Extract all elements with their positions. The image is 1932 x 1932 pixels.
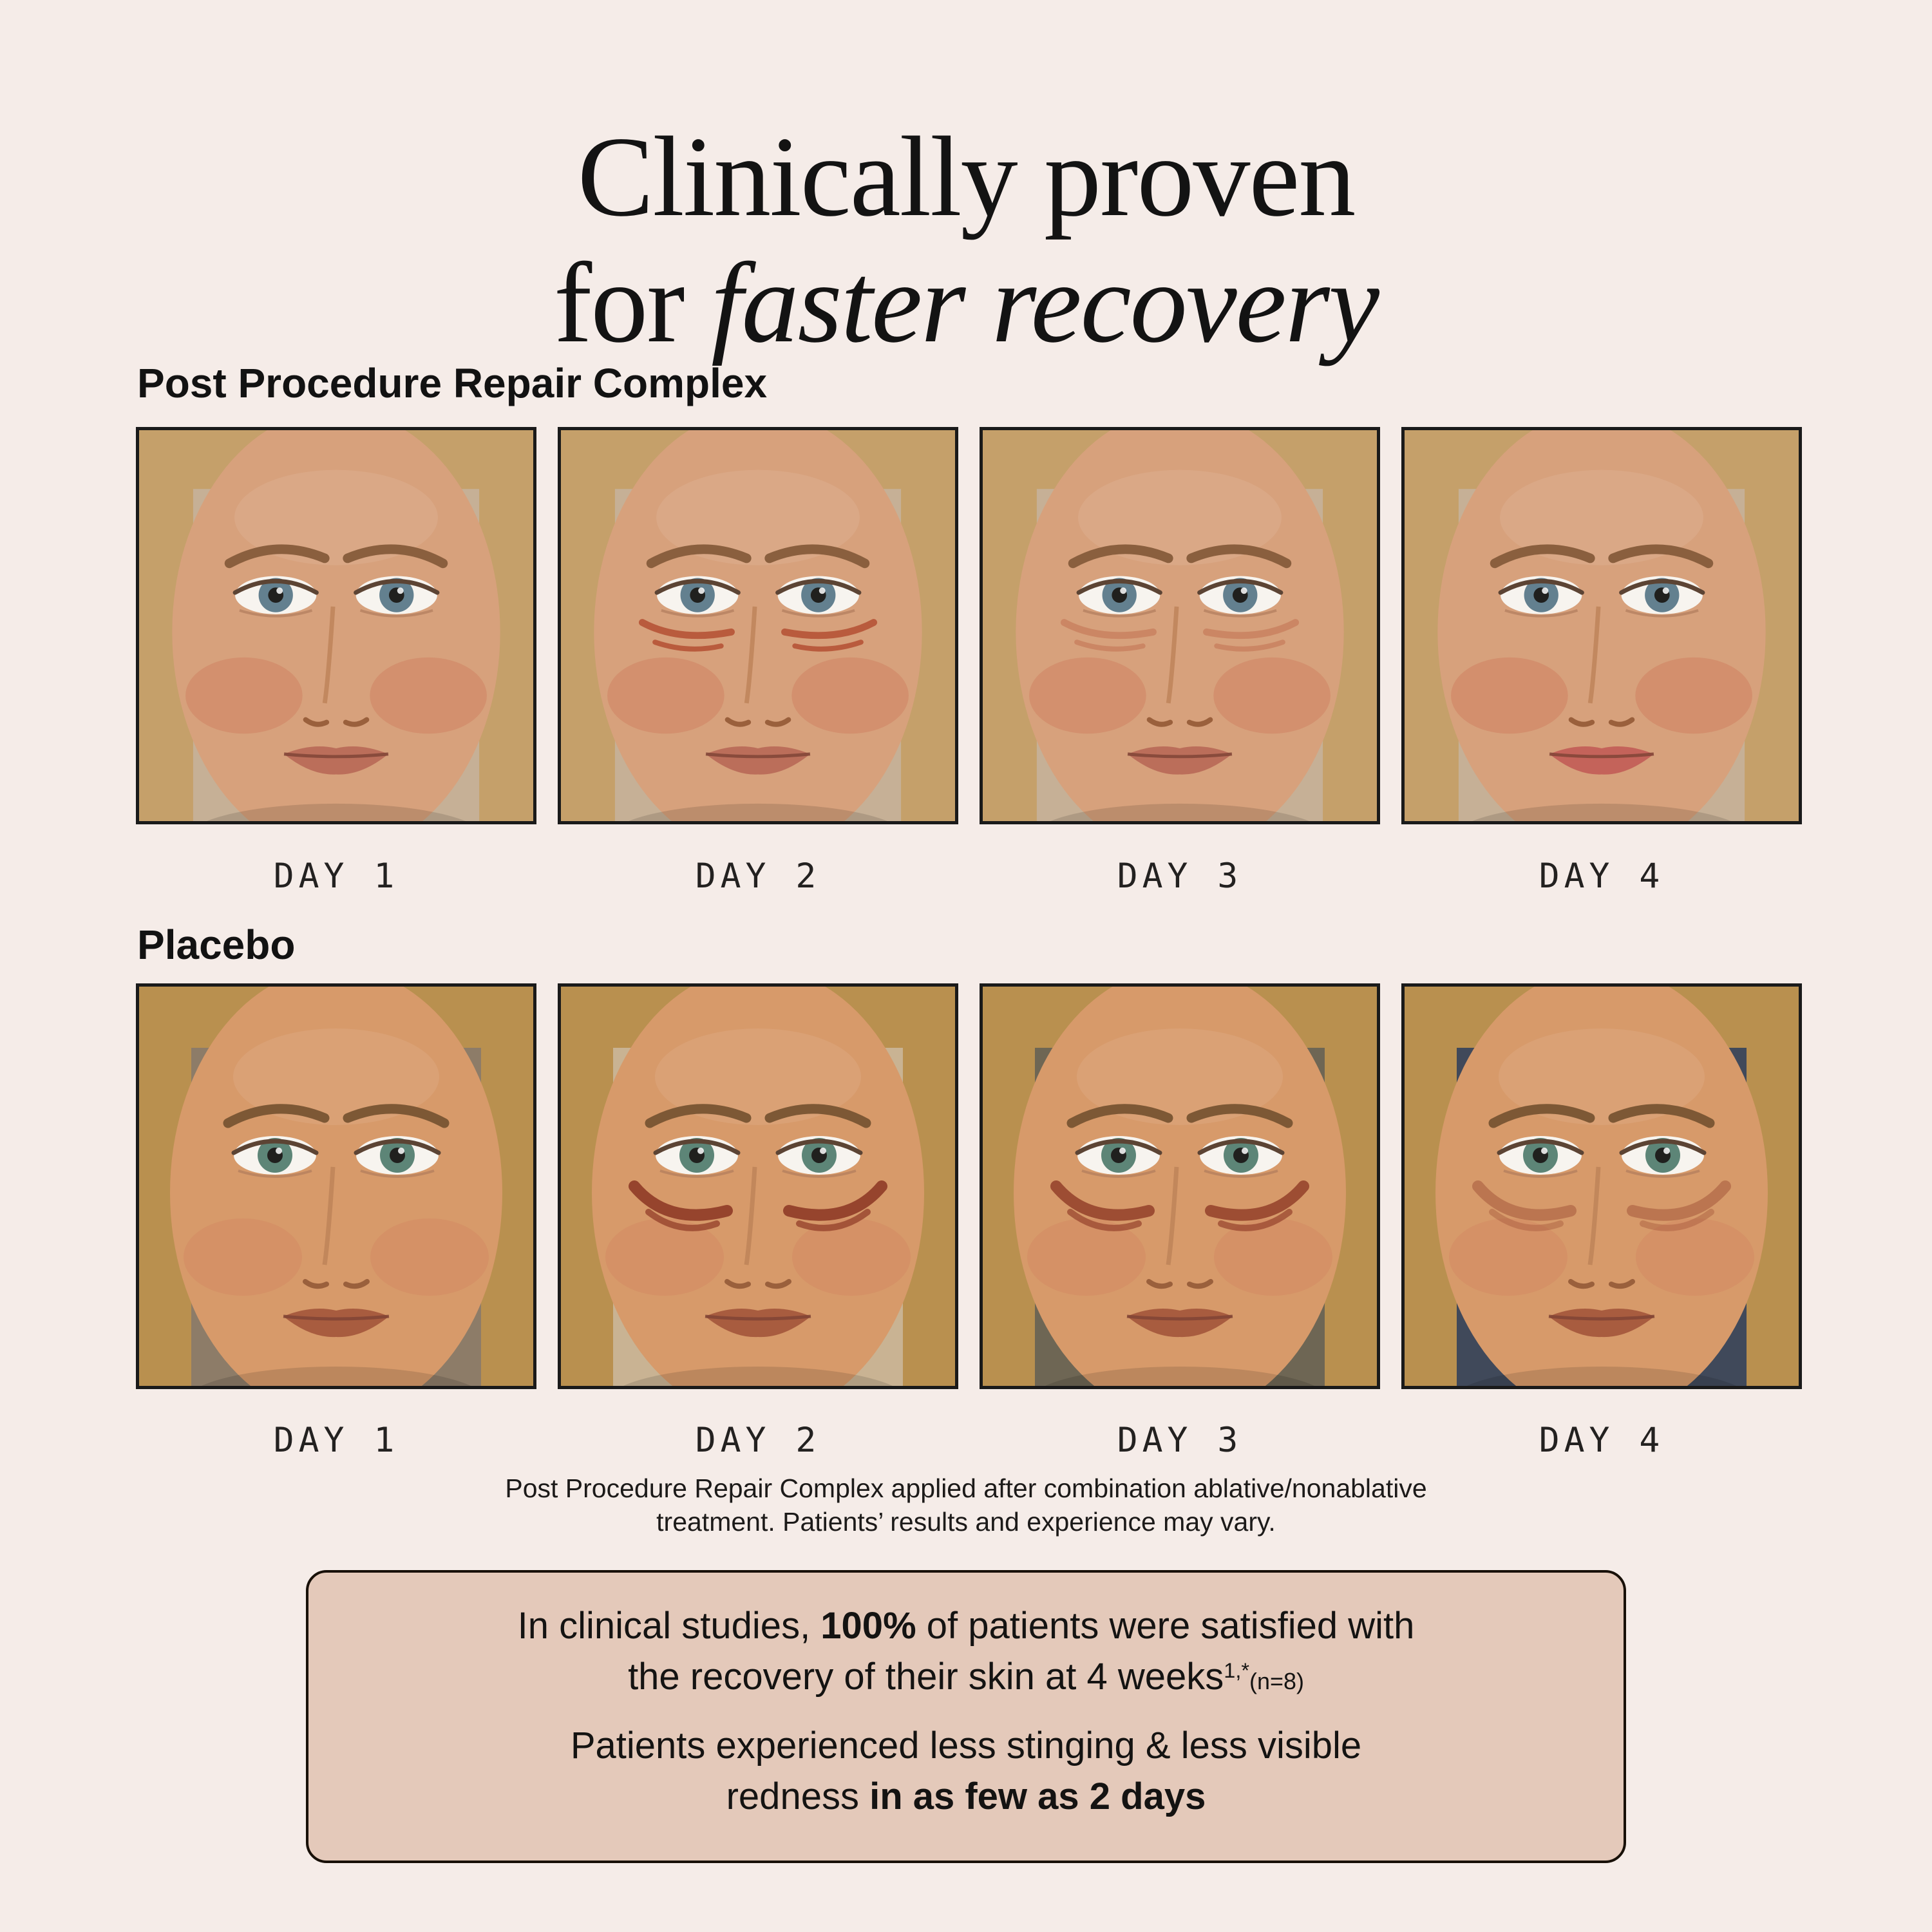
placebo-photo-day4 [1401,983,1802,1389]
treatment-photo-row [136,427,1802,824]
claim-text: Patients experienced less stinging & les… [570,1724,1362,1766]
satisfaction-claim: In clinical studies, 100% of patients we… [334,1601,1598,1703]
patient-face-illustration [139,987,533,1386]
photo-disclaimer-caption: Post Procedure Repair Complex applied af… [0,1472,1932,1539]
day-label: DAY 4 [1539,857,1665,896]
claim-bold-100-percent: 100% [820,1605,916,1647]
section-heading-treatment: Post Procedure Repair Complex [137,360,768,406]
patient-face-illustration [561,430,955,821]
claim-text: In clinical studies, [517,1605,821,1647]
placebo-photo-row [136,983,1802,1389]
stinging-redness-claim: Patients experienced less stinging & les… [334,1721,1598,1823]
page-title-line1: Clinically proven [577,113,1356,241]
treatment-day-labels: DAY 1 DAY 2 DAY 3 DAY 4 [136,857,1802,896]
day-label: DAY 1 [273,857,399,896]
day-label: DAY 4 [1539,1421,1665,1460]
placebo-photo-day2 [558,983,958,1389]
patient-face-illustration [1405,987,1799,1386]
placebo-photo-day3 [980,983,1380,1389]
section-heading-placebo: Placebo [137,922,296,968]
clinical-results-callout-box: In clinical studies, 100% of patients we… [306,1570,1626,1863]
patient-face-illustration [1405,430,1799,821]
claim-text: of patients were satisfied with [916,1605,1415,1647]
day-label: DAY 2 [695,1421,821,1460]
patient-face-illustration [139,430,533,821]
treatment-photo-day1 [136,427,536,824]
patient-face-illustration [561,987,955,1386]
day-label: DAY 3 [1117,857,1243,896]
treatment-photo-day2 [558,427,958,824]
day-label: DAY 3 [1117,1421,1243,1460]
caption-line2: treatment. Patients’ results and experie… [656,1507,1276,1537]
day-label: DAY 1 [273,1421,399,1460]
placebo-day-labels: DAY 1 DAY 2 DAY 3 DAY 4 [136,1421,1802,1460]
patient-face-illustration [983,430,1377,821]
claim-text: redness [726,1775,870,1817]
caption-line1: Post Procedure Repair Complex applied af… [505,1473,1427,1503]
claim-bold-2-days: in as few as 2 days [869,1775,1206,1817]
treatment-photo-day3 [980,427,1380,824]
placebo-photo-day1 [136,983,536,1389]
day-label: DAY 2 [695,857,821,896]
page-title-line2-italic: faster recovery [711,239,1379,367]
claim-text: the recovery of their skin at 4 weeks [628,1655,1224,1698]
footnote-reference: 1,* [1224,1659,1249,1683]
page-title-line2-prefix: for [554,239,712,367]
sample-size-note: (n=8) [1249,1667,1304,1694]
patient-face-illustration [983,987,1377,1386]
treatment-photo-day4 [1401,427,1802,824]
page-title: Clinically proven for faster recovery [0,113,1932,367]
